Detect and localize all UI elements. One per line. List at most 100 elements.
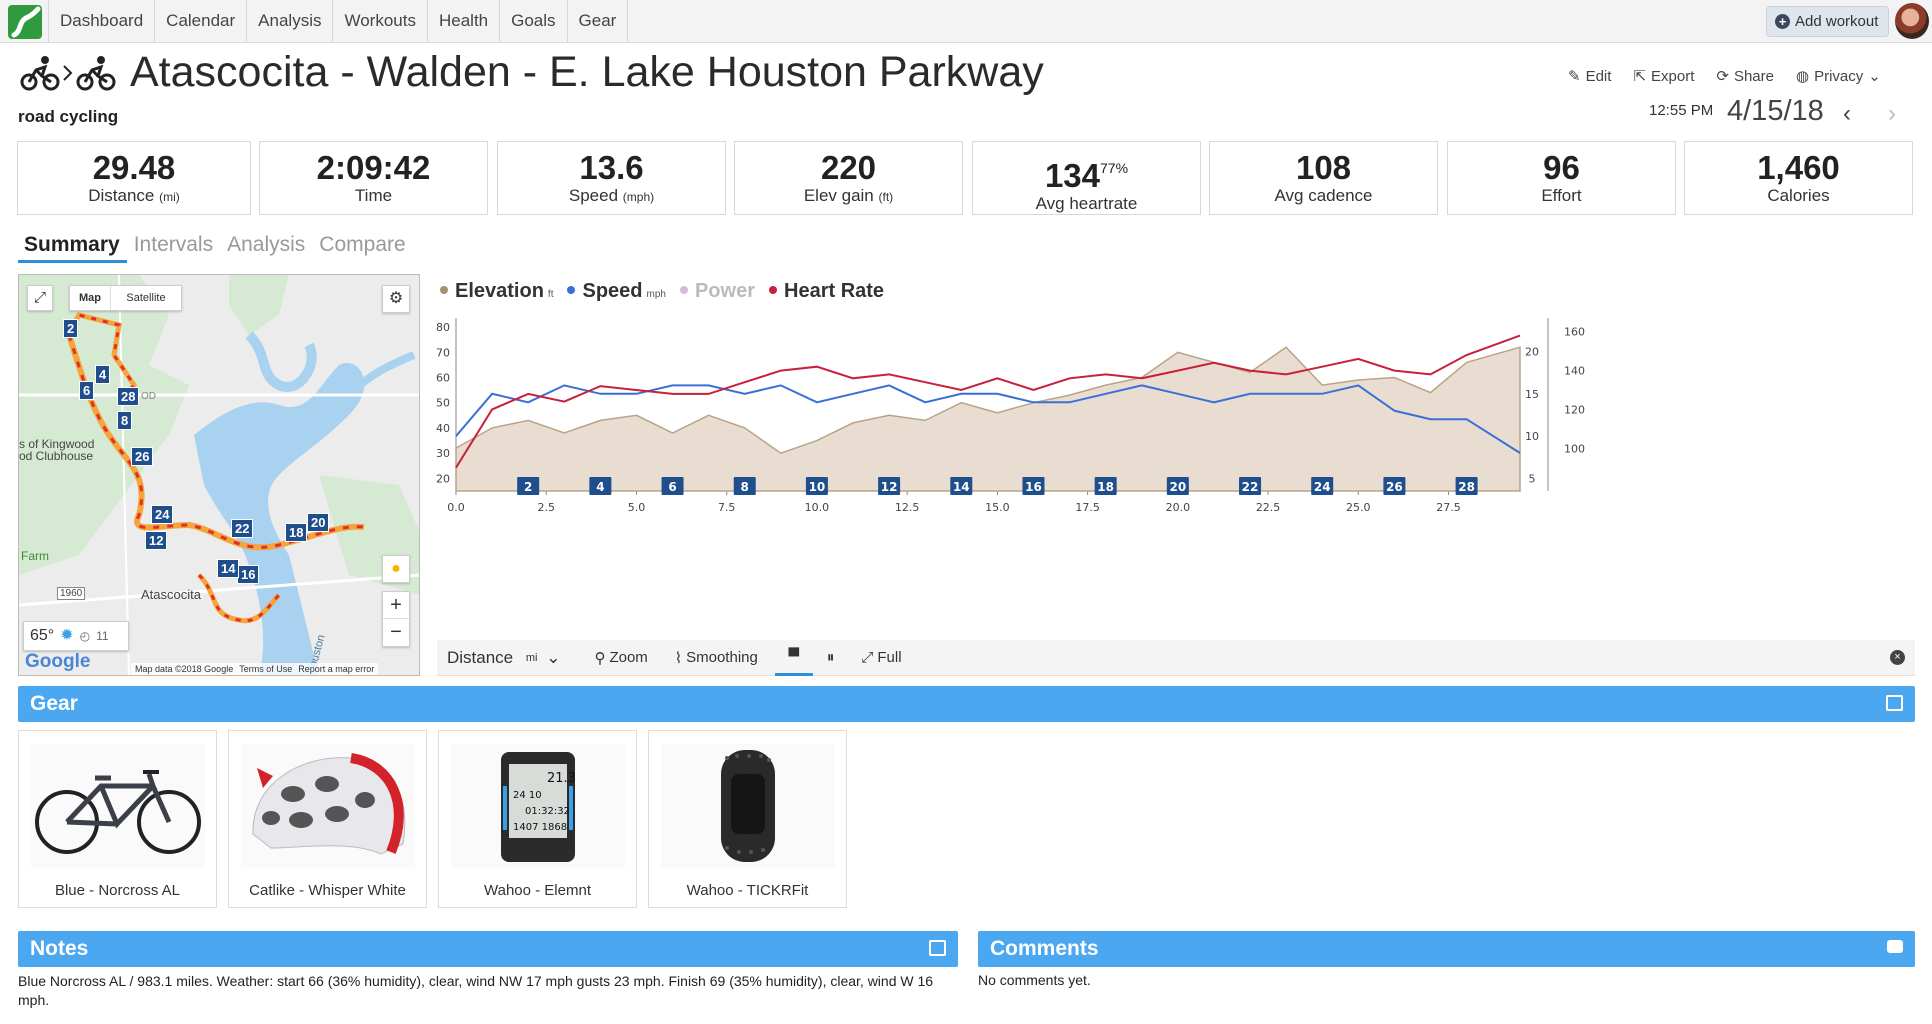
map-marker[interactable]: 2	[63, 319, 79, 338]
workout-stats: 29.48 Distance (mi) 2:09:42 Time 13.6 Sp…	[17, 141, 1915, 215]
gear-card[interactable]: Catlike - Whisper White	[228, 730, 427, 908]
prev-workout-icon[interactable]: ‹	[1843, 100, 1851, 127]
gear-card[interactable]: Blue - Norcross AL	[18, 730, 217, 908]
gear-name: Catlike - Whisper White	[249, 882, 406, 899]
gear-card[interactable]: Wahoo - TICKRFit	[648, 730, 847, 908]
lap-marker[interactable]	[1455, 477, 1478, 495]
share-button[interactable]: ⟳ Share	[1716, 67, 1774, 86]
lap-marker[interactable]	[517, 477, 540, 495]
lap-marker[interactable]	[1022, 477, 1045, 495]
legend-heart-rate[interactable]: Heart Rate	[769, 280, 884, 303]
pegman-icon[interactable]: ●	[382, 555, 410, 583]
privacy-dropdown[interactable]: ◍ Privacy ⌄	[1795, 67, 1881, 86]
lap-marker[interactable]	[589, 477, 612, 495]
tab-intervals[interactable]: Intervals	[133, 233, 214, 256]
lap-marker-label: 28	[1458, 480, 1475, 494]
map-marker[interactable]: 26	[131, 447, 154, 466]
chevron-down-icon: ⌄	[1868, 68, 1881, 85]
map-button[interactable]: Map	[79, 292, 101, 304]
x-tick-label: 25.0	[1346, 501, 1371, 514]
workout-type: road cycling	[18, 107, 119, 126]
series-heart-rate[interactable]	[455, 334, 1521, 469]
workout-chart[interactable]: 20 30 40 50 60 70 80 5 10 15 20 100 120 140 160 0.0 2.5 5…	[420, 300, 1920, 640]
chart-legend: Elevation ft Speed mph Power Heart Rate	[440, 280, 884, 303]
tab-summary[interactable]: Summary	[18, 230, 127, 263]
satellite-button[interactable]: Satellite	[110, 286, 181, 310]
edit-notes-icon[interactable]	[929, 940, 946, 956]
map-marker[interactable]: 4	[95, 365, 111, 384]
series-speed[interactable]	[455, 384, 1521, 454]
fullscreen-icon[interactable]: ⤢	[27, 285, 53, 311]
zoom-button[interactable]: ⚲ Zoom	[594, 649, 648, 667]
hr-tick-label: 140	[1564, 365, 1585, 378]
route-map[interactable]: ⤢ Map Satellite ⚙ ● + − 65° ✹ ◴ 11 s of …	[18, 274, 420, 676]
nav-workouts[interactable]: Workouts	[333, 0, 428, 42]
stat-effort: 96 Effort	[1447, 141, 1676, 215]
nav-gear[interactable]: Gear	[568, 0, 629, 42]
screen-text: 21.3	[547, 771, 576, 786]
series-elevation[interactable]	[455, 346, 1521, 492]
edit-button[interactable]: ✎ Edit	[1568, 67, 1612, 86]
nav-analysis[interactable]: Analysis	[247, 0, 334, 42]
export-button[interactable]: ⇱ Export	[1633, 67, 1695, 86]
speed-tick-label: 10	[1525, 430, 1539, 443]
terms-link[interactable]: Terms of Use	[239, 664, 293, 674]
next-workout-icon[interactable]: ›	[1888, 100, 1896, 127]
tab-analysis[interactable]: Analysis	[227, 233, 306, 256]
chevron-right-icon	[63, 65, 73, 81]
map-marker[interactable]: 22	[231, 519, 254, 538]
map-marker[interactable]: 16	[237, 565, 260, 584]
map-marker[interactable]: 20	[307, 513, 330, 532]
comment-icon[interactable]	[1887, 940, 1903, 953]
map-marker[interactable]: 18	[285, 523, 308, 542]
workout-title[interactable]: Atascocita - Walden - E. Lake Houston Pa…	[130, 48, 1044, 96]
lap-marker[interactable]	[878, 477, 901, 495]
edit-icon[interactable]	[1886, 695, 1903, 711]
lap-marker[interactable]	[733, 477, 756, 495]
report-link[interactable]: Report a map error	[298, 664, 375, 674]
map-marker[interactable]: 8	[117, 411, 133, 430]
map-marker[interactable]: 12	[145, 531, 168, 550]
close-icon[interactable]: ×	[1890, 650, 1905, 665]
nav-dashboard[interactable]: Dashboard	[48, 0, 156, 42]
gear-card[interactable]: 21.3 24 10 01:32:32 1407 1868 Wahoo - El…	[438, 730, 637, 908]
legend-power[interactable]: Power	[679, 280, 755, 303]
map-marker[interactable]: 6	[79, 381, 95, 400]
nav-calendar[interactable]: Calendar	[155, 0, 248, 42]
x-axis-selector[interactable]: Distance mi ⌄	[447, 647, 561, 667]
zoom-in-button[interactable]: +	[390, 594, 402, 616]
map-marker[interactable]: 24	[151, 505, 174, 524]
lap-marker[interactable]	[1311, 477, 1334, 495]
legend-speed[interactable]: Speed mph	[567, 280, 666, 303]
lap-marker[interactable]	[1239, 477, 1262, 495]
pause-button[interactable]: ⏸	[827, 649, 835, 666]
y-tick-label: 20	[436, 472, 450, 485]
lap-marker[interactable]	[1166, 477, 1189, 495]
road-shield: 1960	[57, 587, 86, 600]
zoom-out-button[interactable]: −	[383, 618, 409, 645]
comment-mode-button[interactable]: ▀	[774, 640, 813, 676]
lap-marker[interactable]	[1383, 477, 1406, 495]
lap-marker-label: 2	[524, 480, 532, 494]
smoothing-button[interactable]: ⌇ Smoothing	[674, 649, 758, 667]
lap-marker[interactable]	[1094, 477, 1117, 495]
legend-elevation[interactable]: Elevation ft	[440, 280, 553, 303]
nav-health[interactable]: Health	[428, 0, 501, 42]
gear-section-header: Gear	[18, 686, 1915, 722]
lap-marker[interactable]	[805, 477, 828, 495]
stat-elev-gain: 220 Elev gain (ft)	[734, 141, 963, 215]
nav-goals[interactable]: Goals	[500, 0, 568, 42]
user-avatar[interactable]	[1895, 3, 1929, 39]
lap-marker[interactable]	[661, 477, 684, 495]
map-marker[interactable]: 28	[117, 387, 140, 406]
lap-marker[interactable]	[950, 477, 973, 495]
full-button[interactable]: ⤢ Full	[861, 649, 902, 666]
map-label: s of Kingwood	[19, 437, 95, 451]
tab-compare[interactable]: Compare	[319, 233, 406, 256]
gear-icon[interactable]: ⚙	[382, 285, 410, 313]
workout-time: 12:55 PM	[1649, 102, 1714, 119]
map-marker[interactable]: 14	[217, 559, 240, 578]
app-logo[interactable]	[8, 5, 42, 39]
add-workout-button[interactable]: + Add workout	[1766, 6, 1890, 37]
lap-marker-label: 22	[1242, 480, 1259, 494]
